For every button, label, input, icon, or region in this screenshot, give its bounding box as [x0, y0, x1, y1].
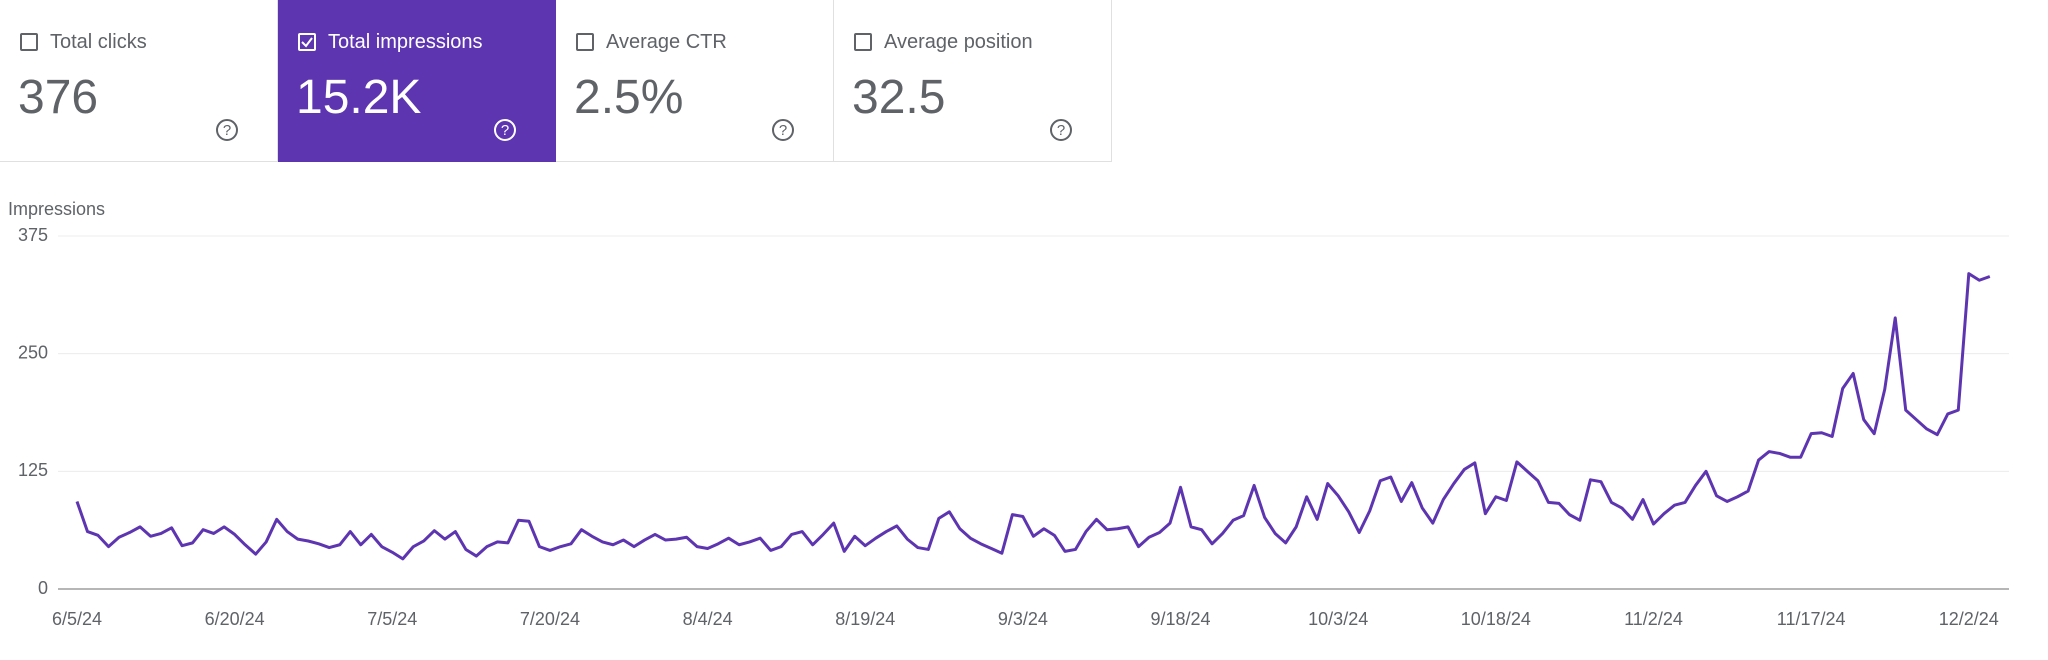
- x-tick-label: 9/3/24: [998, 609, 1048, 629]
- x-tick-label: 11/2/24: [1624, 609, 1683, 629]
- x-tick-label: 7/20/24: [520, 609, 580, 629]
- x-tick-label: 7/5/24: [367, 609, 417, 629]
- metric-label: Total clicks: [50, 31, 147, 53]
- metric-value: 32.5: [852, 71, 946, 124]
- metric-card[interactable]: Total impressions 15.2K ?: [278, 0, 556, 162]
- x-tick-label: 12/2/24: [1939, 609, 1999, 629]
- checkbox[interactable]: [576, 33, 594, 51]
- x-tick-label: 6/20/24: [205, 609, 265, 629]
- metric-label: Average CTR: [606, 31, 727, 53]
- metric-cards: Total clicks 376 ? Total impressions 15.…: [0, 0, 1112, 162]
- metric-card[interactable]: Average position 32.5 ?: [834, 0, 1112, 162]
- metric-label: Total impressions: [328, 31, 483, 53]
- impressions-line: [75, 272, 1991, 561]
- x-tick-label: 9/18/24: [1151, 609, 1211, 629]
- y-tick-label: 375: [18, 225, 48, 245]
- metric-label: Average position: [884, 31, 1033, 53]
- x-tick-label: 10/18/24: [1461, 609, 1531, 629]
- x-tick-label: 11/17/24: [1777, 609, 1846, 629]
- help-icon[interactable]: ?: [772, 119, 794, 141]
- y-tick-label: 0: [38, 578, 48, 598]
- x-tick-label: 8/4/24: [683, 609, 733, 629]
- metric-value: 2.5%: [574, 71, 684, 124]
- help-icon[interactable]: ?: [1050, 119, 1072, 141]
- y-tick-label: 125: [18, 460, 48, 480]
- help-icon[interactable]: ?: [494, 119, 516, 141]
- metric-value: 376: [18, 71, 99, 124]
- x-tick-label: 6/5/24: [52, 609, 102, 629]
- help-icon[interactable]: ?: [216, 119, 238, 141]
- metric-value: 15.2K: [296, 71, 422, 124]
- check-mark: [301, 37, 313, 48]
- checkbox[interactable]: [854, 33, 872, 51]
- y-tick-label: 250: [18, 342, 48, 362]
- y-axis-title: Impressions: [8, 199, 105, 219]
- metric-card[interactable]: Average CTR 2.5% ?: [556, 0, 834, 162]
- metric-card[interactable]: Total clicks 376 ?: [0, 0, 278, 162]
- checkbox[interactable]: [20, 33, 38, 51]
- x-tick-label: 10/3/24: [1308, 609, 1368, 629]
- checkbox[interactable]: [298, 33, 316, 51]
- x-tick-label: 8/19/24: [835, 609, 895, 629]
